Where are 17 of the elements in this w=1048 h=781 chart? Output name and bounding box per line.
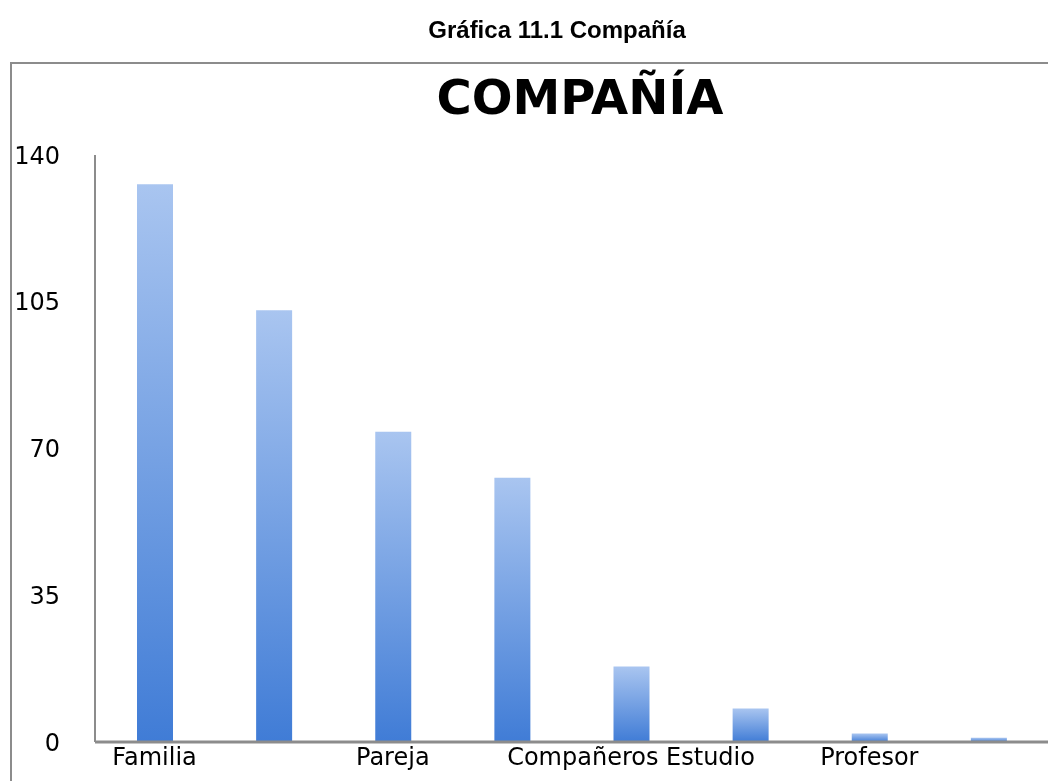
- bar: [613, 666, 650, 742]
- y-tick-label: 105: [14, 288, 60, 317]
- x-tick-label: Familia: [112, 743, 197, 772]
- y-tick-label: 35: [29, 581, 60, 610]
- x-tick-label: Pareja: [356, 743, 430, 772]
- chart-title: COMPAÑÍA: [436, 69, 724, 125]
- y-tick-label: 0: [44, 728, 60, 757]
- text: Gráfica 11.1 Compañía: [428, 16, 686, 44]
- bar: [494, 477, 531, 742]
- bar: [256, 310, 293, 742]
- x-tick-label: Profesor: [820, 743, 919, 772]
- x-tick-label: Compañeros Estudio: [507, 743, 755, 772]
- bar: [375, 431, 412, 742]
- y-tick-label: 140: [14, 141, 60, 170]
- bar: [732, 708, 769, 742]
- bar: [137, 184, 173, 742]
- y-tick-label: 70: [29, 435, 60, 464]
